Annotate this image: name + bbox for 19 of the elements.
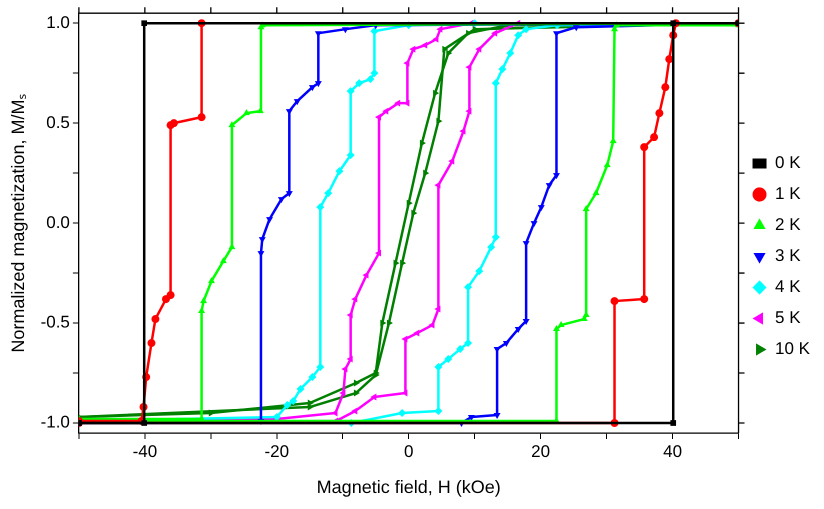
legend-label: 10 K bbox=[775, 339, 811, 358]
y-axis-title: Normalized magnetization, M/Mₛ bbox=[8, 94, 28, 353]
x-tick-label: 20 bbox=[531, 442, 550, 461]
legend-label: 3 K bbox=[775, 246, 802, 266]
y-tick-label: 1.0 bbox=[46, 12, 70, 32]
y-tick-label: 0.5 bbox=[46, 112, 70, 132]
x-axis-title: Magnetic field, H (kOe) bbox=[316, 477, 501, 498]
legend-label: 0 K bbox=[775, 153, 802, 172]
x-tick-label: -40 bbox=[132, 442, 158, 461]
legend-label: 5 K bbox=[775, 308, 802, 328]
legend-label: 1 K bbox=[775, 184, 802, 204]
legend-label: 2 K bbox=[775, 215, 802, 234]
y-tick-label: -0.5 bbox=[40, 312, 70, 332]
y-tick-label: -1.0 bbox=[40, 412, 70, 432]
x-tick-label: 0 bbox=[404, 442, 414, 461]
x-tick-label: -20 bbox=[264, 442, 290, 461]
x-tick-label: 40 bbox=[663, 442, 682, 461]
y-tick-label: 0.0 bbox=[46, 212, 70, 232]
legend-label: 4 K bbox=[775, 277, 802, 296]
